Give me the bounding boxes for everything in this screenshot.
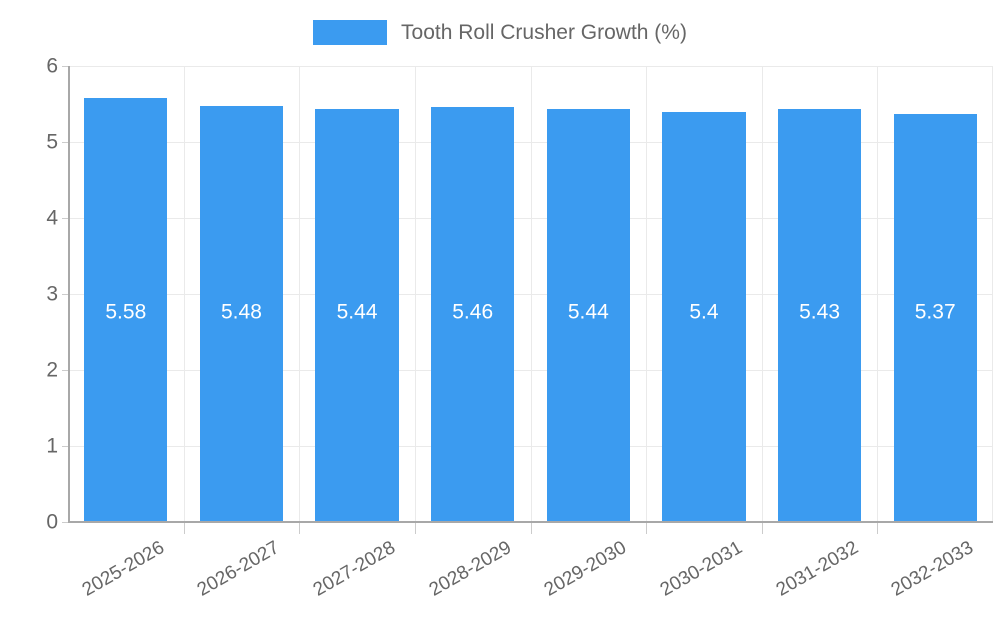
bar-group: 5.58 — [84, 66, 168, 522]
x-tick-label-text: 2028-2029 — [425, 537, 515, 601]
chart-legend: Tooth Roll Crusher Growth (%) — [0, 14, 1000, 50]
gridline-vertical — [762, 66, 763, 522]
x-tick-mark — [646, 523, 647, 534]
bar-group: 5.4 — [662, 66, 746, 522]
x-tick-mark — [762, 523, 763, 534]
y-tick-label: 1 — [46, 434, 58, 458]
x-tick-mark — [184, 523, 185, 534]
gridline-horizontal — [68, 370, 993, 371]
legend-label: Tooth Roll Crusher Growth (%) — [401, 20, 687, 44]
y-tick-mark — [62, 446, 68, 447]
x-tick-label-text: 2027-2028 — [309, 537, 400, 601]
bar[interactable] — [777, 109, 862, 522]
y-tick-mark — [62, 522, 68, 523]
x-tick-label-text: 2025-2026 — [78, 537, 168, 601]
y-tick-label: 4 — [46, 206, 58, 230]
x-tick-mark — [415, 523, 416, 534]
gridline-vertical — [299, 66, 300, 522]
gridline-horizontal — [68, 218, 993, 219]
bar[interactable] — [199, 105, 284, 522]
x-tick-label-text: 2030-2031 — [656, 537, 746, 601]
gridline-vertical — [184, 66, 185, 522]
gridline-horizontal — [68, 446, 993, 447]
bar-group: 5.46 — [431, 66, 515, 522]
bar[interactable] — [431, 107, 515, 522]
x-tick-label-text: 2026-2027 — [194, 537, 284, 601]
legend-color-swatch[interactable] — [313, 19, 388, 45]
y-tick-mark — [62, 294, 68, 295]
bar[interactable] — [315, 108, 399, 522]
bar[interactable] — [84, 97, 168, 522]
gridline-horizontal — [68, 66, 993, 67]
gridline-vertical — [877, 66, 878, 522]
gridline-horizontal — [68, 142, 993, 143]
bar-group: 5.43 — [777, 66, 862, 522]
y-tick-mark — [62, 370, 68, 371]
y-tick-label: 5 — [46, 130, 58, 154]
y-axis-ticks: 0 1 2 3 4 5 6 — [0, 0, 68, 600]
y-tick-mark — [62, 66, 68, 67]
y-tick-label: 3 — [46, 282, 58, 306]
y-tick-mark — [62, 142, 68, 143]
bar[interactable] — [893, 113, 977, 522]
x-tick-mark — [531, 523, 532, 534]
x-tick-label-text: 2032-2033 — [887, 537, 978, 601]
x-tick-label-text: 2031-2032 — [772, 537, 862, 601]
gridline-horizontal — [68, 294, 993, 295]
y-tick-mark — [62, 218, 68, 219]
x-tick-label-text: 2029-2030 — [541, 537, 631, 601]
bar[interactable] — [546, 108, 630, 522]
x-tick-mark — [877, 523, 878, 534]
bar-group: 5.48 — [199, 66, 284, 522]
bar-group: 5.37 — [893, 66, 977, 522]
x-tick-mark — [299, 523, 300, 534]
y-tick-label: 2 — [46, 358, 58, 382]
bar[interactable] — [662, 111, 746, 522]
x-axis-line — [68, 521, 993, 523]
y-tick-label: 0 — [46, 510, 58, 534]
bar-chart: Tooth Roll Crusher Growth (%) 5.58 5.48 5.… — [0, 0, 1000, 601]
gridline-vertical — [415, 66, 416, 522]
bar-group: 5.44 — [315, 66, 399, 522]
gridline-vertical — [646, 66, 647, 522]
bar-group: 5.44 — [546, 66, 630, 522]
plot-area: 5.58 5.48 5.44 5.46 5.44 5.4 5.43 5.37 — [68, 66, 993, 523]
y-axis-line — [68, 66, 70, 523]
y-tick-label: 6 — [46, 54, 58, 78]
gridline-vertical — [531, 66, 532, 522]
